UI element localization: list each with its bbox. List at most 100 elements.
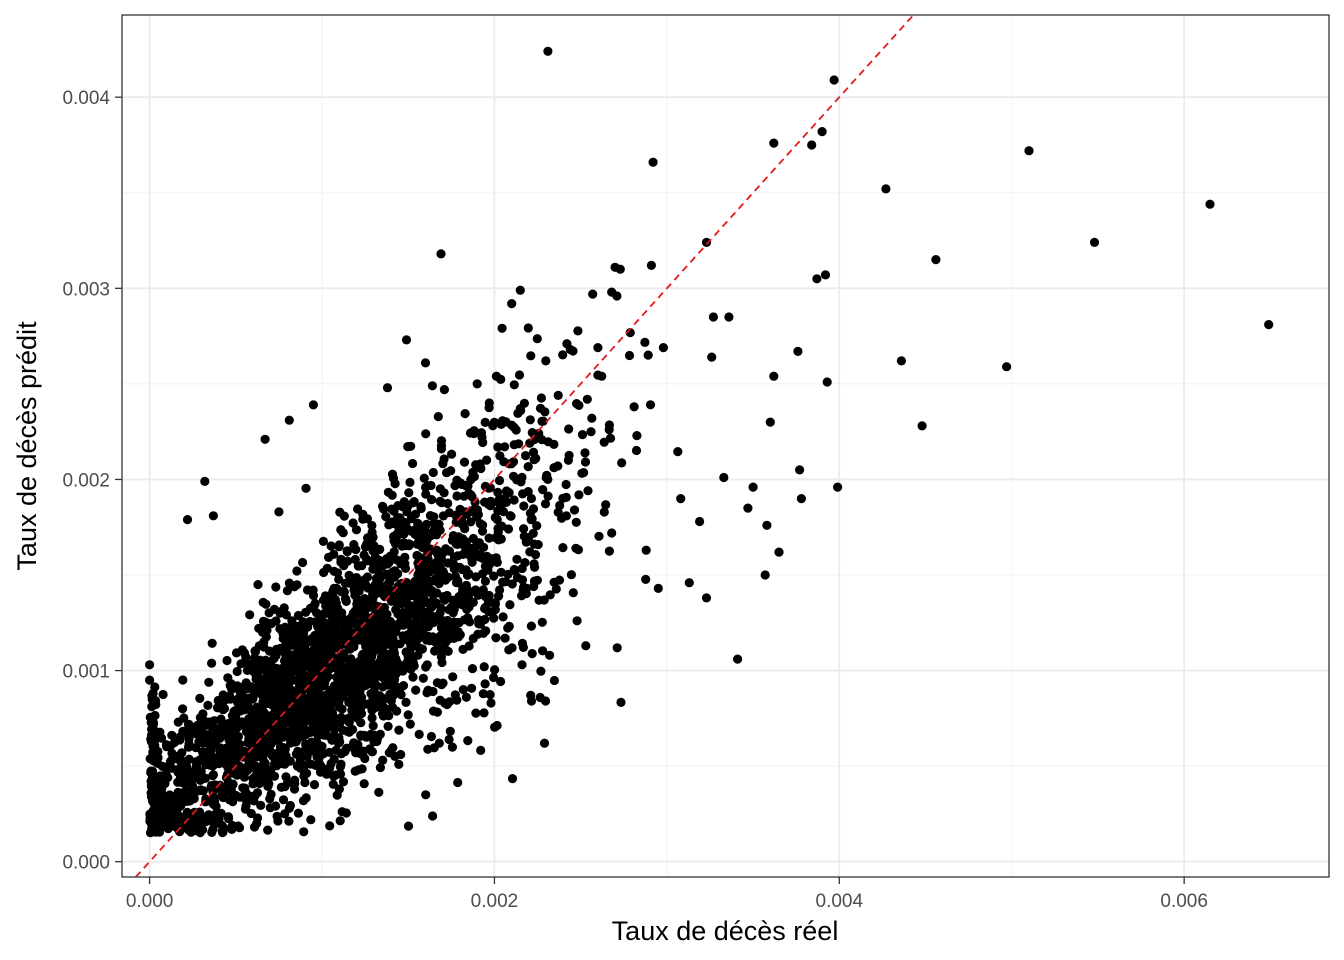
data-point (331, 770, 341, 780)
data-point (378, 642, 388, 652)
data-point (207, 638, 217, 648)
data-point (151, 775, 161, 785)
data-point (401, 647, 411, 657)
data-point (489, 598, 499, 608)
data-point (415, 601, 426, 611)
data-point (1002, 362, 1012, 372)
data-point (268, 673, 278, 684)
data-point (549, 577, 559, 587)
data-point (435, 608, 445, 618)
data-point (526, 621, 537, 631)
data-point (437, 657, 447, 668)
data-point (372, 671, 382, 681)
data-point (494, 494, 504, 504)
data-point (465, 617, 475, 627)
data-point (325, 821, 335, 831)
data-point (532, 521, 542, 531)
data-point (416, 502, 426, 512)
data-point (357, 610, 367, 620)
data-point (480, 614, 490, 625)
data-point (396, 559, 406, 569)
data-point (479, 542, 489, 552)
data-point (441, 544, 451, 554)
data-point (377, 708, 388, 719)
data-point (200, 773, 210, 784)
data-point (252, 763, 262, 773)
data-point (378, 682, 388, 692)
data-point (523, 462, 533, 472)
data-point (353, 740, 363, 750)
data-point (631, 445, 642, 456)
data-point (458, 534, 468, 544)
data-point (200, 720, 210, 730)
data-point (489, 571, 499, 581)
data-point (356, 749, 366, 759)
data-point (473, 590, 483, 600)
data-point (337, 654, 347, 665)
data-point (498, 612, 508, 622)
data-point (594, 531, 604, 541)
data-point (241, 652, 251, 662)
data-point (1089, 237, 1100, 247)
data-point (416, 522, 426, 532)
data-point (365, 617, 375, 628)
data-point (265, 803, 275, 813)
data-point (255, 750, 265, 760)
data-point (582, 394, 592, 404)
data-point (435, 695, 445, 705)
data-point (244, 663, 254, 673)
data-point (278, 795, 289, 805)
data-point (538, 485, 548, 495)
data-point (313, 656, 323, 666)
data-point (208, 824, 218, 834)
data-point (1264, 320, 1274, 330)
data-point (321, 657, 331, 667)
data-point (245, 747, 255, 757)
data-point (586, 427, 596, 437)
data-point (195, 807, 205, 817)
data-point (524, 532, 534, 543)
data-point (225, 681, 235, 691)
data-point (412, 593, 422, 603)
panel-border (121, 14, 1330, 878)
data-point (308, 400, 318, 410)
data-point (435, 496, 445, 506)
data-point (175, 735, 185, 745)
data-point (310, 738, 321, 748)
data-point (486, 698, 496, 708)
data-point (195, 693, 205, 704)
data-points (145, 46, 1274, 838)
data-point (346, 654, 356, 664)
data-point (498, 507, 509, 517)
data-point (743, 503, 753, 513)
data-point (517, 660, 527, 670)
data-point (504, 621, 514, 632)
data-point (375, 584, 385, 594)
data-point (490, 665, 500, 675)
data-point (429, 518, 439, 528)
data-point (464, 641, 474, 651)
data-point (577, 430, 588, 440)
data-point (254, 738, 264, 748)
data-point (318, 536, 328, 547)
data-point (368, 721, 378, 731)
data-point (298, 632, 309, 643)
data-point (186, 827, 196, 837)
data-point (273, 688, 283, 698)
data-point (480, 679, 490, 689)
data-point (347, 670, 357, 680)
data-point (517, 563, 527, 574)
data-point (351, 573, 362, 583)
data-point (765, 417, 775, 427)
data-point (404, 541, 414, 551)
data-point (336, 759, 346, 769)
data-point (457, 479, 467, 489)
data-point (347, 637, 357, 647)
data-point (274, 507, 284, 517)
data-point (523, 323, 533, 333)
data-point (438, 511, 448, 521)
data-point (147, 691, 157, 701)
data-point (896, 356, 907, 366)
data-point (447, 604, 457, 615)
data-point (227, 824, 237, 835)
